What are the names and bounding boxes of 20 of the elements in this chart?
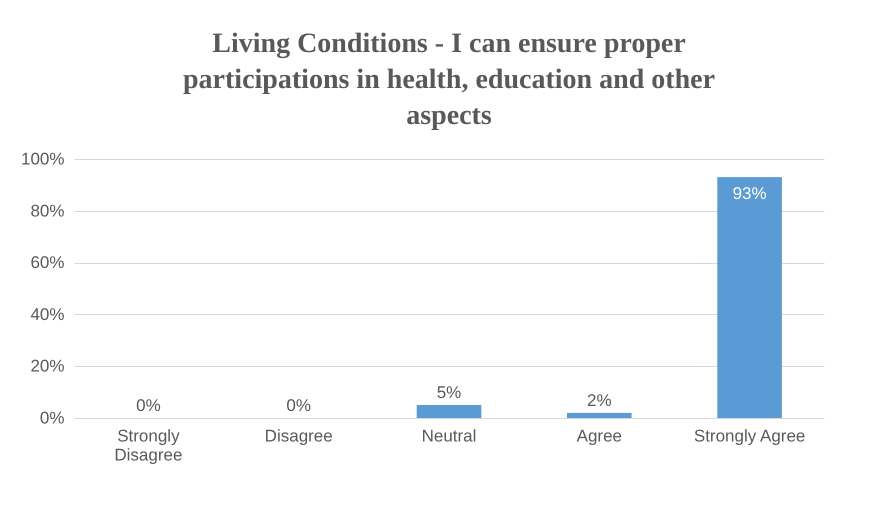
x-tick-label: Disagree	[264, 426, 333, 446]
y-tick-label: 100%	[21, 150, 64, 168]
bar	[416, 405, 482, 418]
data-label: 0%	[286, 396, 311, 415]
chart-title: Living Conditions - I can ensure proper participations in health, education and other aspects	[182, 28, 716, 131]
y-tick-label: 20%	[30, 356, 64, 376]
y-tick-label: 40%	[30, 304, 64, 324]
data-label: 2%	[587, 390, 612, 410]
x-tick-label: Neutral	[422, 426, 476, 446]
x-tick-label: Strongly Agree	[694, 426, 806, 446]
x-tick-label: Strongly Disagree	[114, 426, 182, 464]
bar	[566, 412, 632, 418]
y-tick-label: 80%	[30, 201, 64, 220]
bar	[717, 177, 782, 418]
data-label: 5%	[436, 383, 462, 402]
data-label: 93%	[732, 184, 767, 204]
y-tick-label: 0%	[40, 408, 64, 428]
y-tick-label: 60%	[30, 253, 64, 272]
x-tick-label: Agree	[576, 426, 622, 446]
data-label: 0%	[136, 396, 161, 415]
